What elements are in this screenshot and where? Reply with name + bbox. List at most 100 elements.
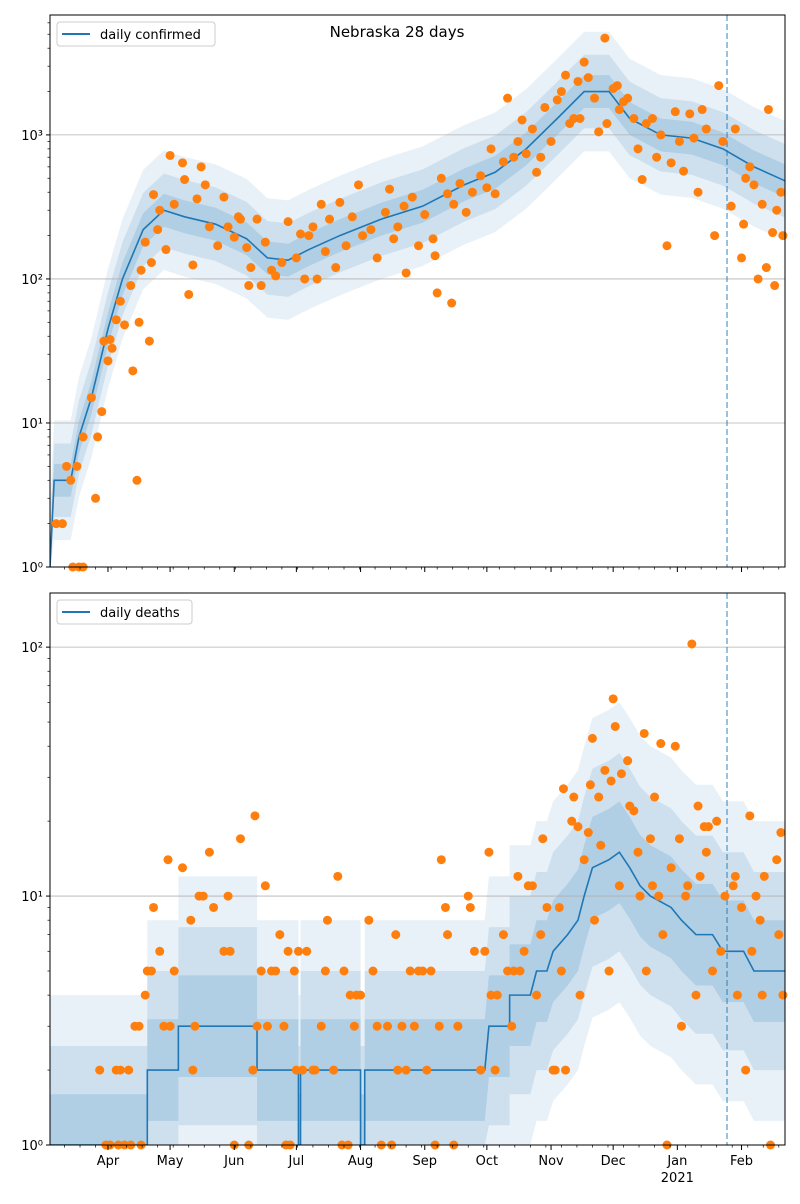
observed-point: [583, 828, 593, 838]
observed-point: [428, 234, 438, 244]
observed-point: [645, 834, 655, 844]
observed-point: [291, 253, 301, 263]
observed-point: [260, 881, 270, 891]
observed-point: [62, 461, 72, 471]
observed-point: [103, 356, 113, 366]
observed-point: [275, 930, 285, 940]
observed-point: [283, 946, 293, 956]
observed-point: [540, 102, 550, 112]
observed-point: [347, 212, 357, 222]
observed-point: [714, 81, 724, 91]
observed-point: [252, 214, 262, 224]
observed-point: [480, 946, 490, 956]
observed-point: [536, 152, 546, 162]
observed-point: [235, 214, 245, 224]
observed-point: [476, 1065, 486, 1075]
observed-point: [658, 930, 668, 940]
observed-point: [521, 149, 531, 159]
observed-point: [623, 756, 633, 766]
observed-point: [463, 891, 473, 901]
observed-point: [190, 1021, 200, 1031]
observed-point: [385, 184, 395, 194]
observed-point: [554, 902, 564, 912]
observed-point: [641, 966, 651, 976]
observed-point: [515, 966, 525, 976]
axes-frame: [49, 14, 786, 568]
observed-point: [556, 966, 566, 976]
observed-point: [701, 124, 711, 134]
observed-point: [757, 990, 767, 1000]
observed-point: [432, 288, 442, 298]
observed-point: [710, 231, 720, 241]
observed-point: [242, 243, 252, 253]
observed-point: [436, 173, 446, 183]
observed-point: [304, 231, 314, 241]
observed-point: [629, 113, 639, 123]
observed-point: [407, 192, 417, 202]
x-tick-label: Oct: [476, 1154, 498, 1169]
observed-point: [153, 225, 163, 235]
observed-point: [614, 105, 624, 115]
observed-point: [165, 150, 175, 160]
observed-point: [604, 966, 614, 976]
observed-point: [161, 245, 171, 255]
observed-point: [691, 990, 701, 1000]
y-tick-label: 10¹: [21, 890, 43, 905]
observed-point: [770, 281, 780, 291]
x-tick-label: Dec: [601, 1154, 626, 1169]
observed-point: [333, 871, 343, 881]
observed-point: [745, 811, 755, 821]
observed-point: [91, 493, 101, 503]
observed-point: [629, 806, 639, 816]
observed-point: [209, 902, 219, 912]
observed-point: [674, 834, 684, 844]
band-95pct: [50, 31, 785, 567]
observed-point: [169, 199, 179, 209]
observed-point: [144, 336, 154, 346]
observed-point: [436, 855, 446, 865]
observed-point: [86, 393, 96, 403]
observed-point: [225, 946, 235, 956]
observed-point: [558, 784, 568, 794]
observed-point: [616, 769, 626, 779]
observed-point: [726, 201, 736, 211]
observed-point: [316, 1021, 326, 1031]
observed-point: [198, 891, 208, 901]
observed-point: [364, 915, 374, 925]
observed-point: [325, 214, 335, 224]
observed-point: [105, 334, 115, 344]
observed-point: [72, 461, 82, 471]
observed-point: [409, 1021, 419, 1031]
observed-point: [567, 816, 577, 826]
observed-point: [393, 222, 403, 232]
observed-point: [542, 902, 552, 912]
observed-point: [772, 205, 782, 215]
observed-point: [730, 124, 740, 134]
observed-point: [745, 162, 755, 172]
observed-point: [583, 73, 593, 83]
observed-point: [447, 298, 457, 308]
observed-point: [107, 343, 117, 353]
observed-point: [134, 1021, 144, 1031]
observed-point: [339, 966, 349, 976]
observed-point: [614, 881, 624, 891]
observed-point: [256, 966, 266, 976]
observed-point: [749, 180, 759, 190]
observed-point: [422, 1065, 432, 1075]
observed-point: [271, 966, 281, 976]
plot-area: [50, 15, 785, 567]
observed-point: [188, 1065, 198, 1075]
observed-point: [320, 966, 330, 976]
observed-point: [244, 281, 254, 291]
observed-point: [146, 258, 156, 268]
band-95pct: [50, 702, 785, 1145]
observed-point: [579, 855, 589, 865]
observed-point: [585, 780, 595, 790]
observed-point: [569, 792, 579, 802]
observed-point: [716, 946, 726, 956]
observed-point: [289, 966, 299, 976]
observed-point: [430, 251, 440, 261]
observed-point: [322, 915, 332, 925]
observed-point: [252, 1021, 262, 1031]
observed-point: [132, 475, 142, 485]
